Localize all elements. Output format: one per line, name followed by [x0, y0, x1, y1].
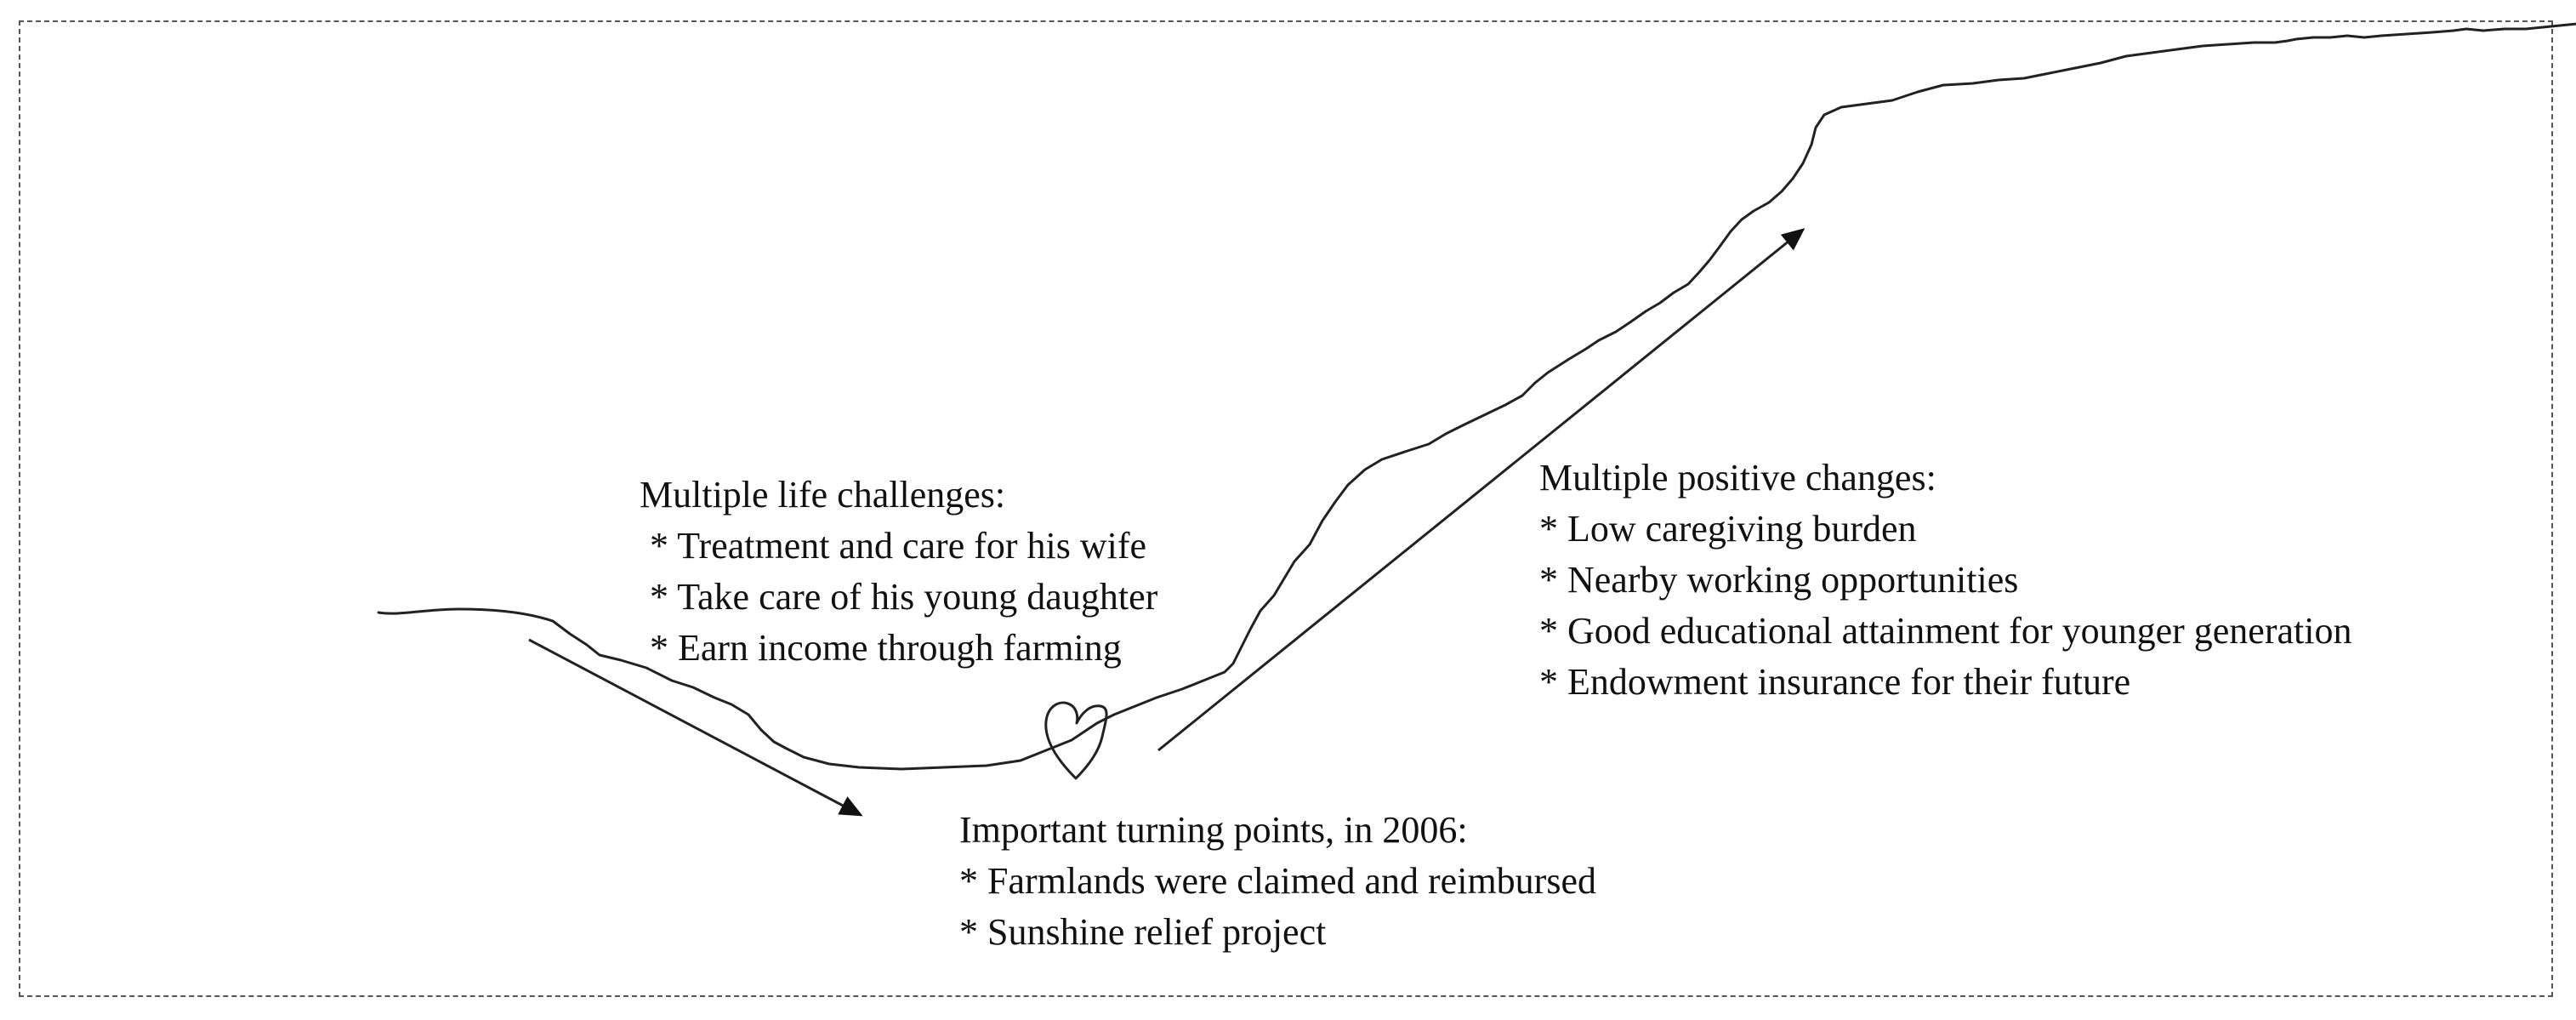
positive-changes-heading: Multiple positive changes:	[1539, 457, 1936, 499]
life-challenge-item: * Earn income through farming	[650, 627, 1122, 669]
life-trajectory-curve	[377, 22, 2576, 771]
positive-change-item: * Low caregiving burden	[1539, 508, 1917, 550]
turning-point-item: * Farmlands were claimed and reimbursed	[959, 860, 1596, 902]
recovery-arrow	[1157, 228, 1805, 752]
decline-arrow	[528, 638, 863, 817]
diagram-frame	[19, 20, 2553, 997]
life-challenge-item: * Take care of his young daughter	[650, 576, 1158, 618]
turning-points-heading: Important turning points, in 2006:	[959, 809, 1468, 851]
life-challenges-heading: Multiple life challenges:	[640, 474, 1006, 516]
turning-point-item: * Sunshine relief project	[959, 911, 1327, 953]
positive-change-item: * Endowment insurance for their future	[1539, 661, 2131, 703]
positive-change-item: * Nearby working opportunities	[1539, 559, 2019, 601]
turning-points-annotation: Important turning points, in 2006: * Far…	[959, 805, 1596, 958]
heart-icon	[1044, 701, 1108, 780]
life-challenges-annotation: Multiple life challenges: * Treatment an…	[640, 470, 1157, 674]
positive-changes-annotation: Multiple positive changes: * Low caregiv…	[1539, 453, 2351, 708]
positive-change-item: * Good educational attainment for younge…	[1539, 610, 2352, 652]
life-challenge-item: * Treatment and care for his wife	[650, 525, 1147, 567]
